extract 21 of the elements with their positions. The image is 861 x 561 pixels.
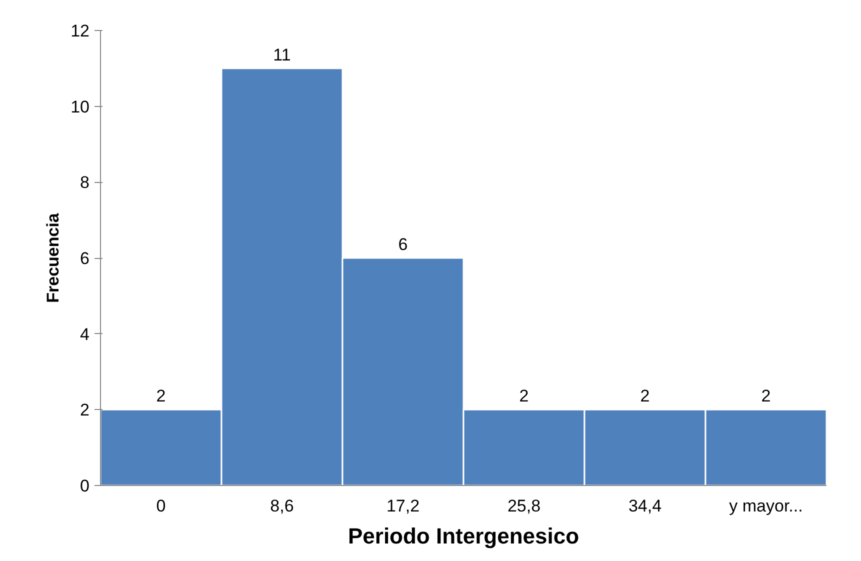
y-tick-label: 6 [80, 249, 90, 268]
x-tick-label: 8,6 [270, 496, 294, 516]
data-label: 6 [398, 235, 408, 254]
data-label: 2 [156, 386, 166, 406]
y-tick-label: 12 [70, 22, 90, 40]
y-axis-title: Frecuencia [44, 212, 63, 303]
x-axis-title: Periodo Intergenesico [348, 524, 580, 548]
y-tick-label: 0 [80, 476, 90, 496]
x-tick-label: 34,4 [628, 496, 662, 516]
data-label: 2 [640, 386, 650, 406]
y-tick-label: 10 [70, 97, 90, 116]
data-label: 2 [761, 386, 771, 406]
data-label: 11 [273, 45, 291, 64]
data-label: 2 [519, 386, 529, 406]
x-tick-label: 25,8 [507, 496, 541, 516]
x-tick-label: 0 [156, 496, 166, 516]
x-tick-label: y mayor... [729, 496, 803, 516]
y-tick-label: 2 [80, 400, 90, 420]
y-tick-label: 8 [80, 173, 90, 192]
y-tick-label: 4 [80, 324, 90, 344]
x-tick-label: 17,2 [386, 496, 420, 516]
